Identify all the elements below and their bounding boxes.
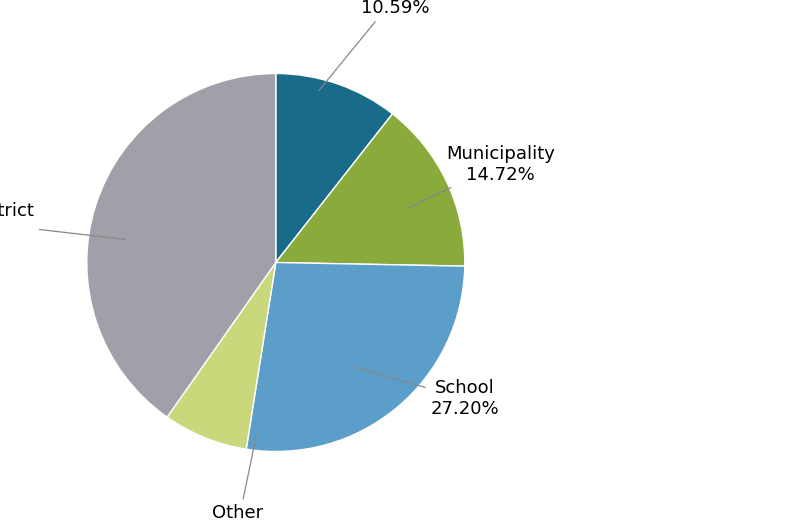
Text: County
10.59%: County 10.59% [319, 0, 429, 90]
Wedge shape [167, 262, 276, 449]
Text: School
27.20%: School 27.20% [354, 367, 500, 418]
Text: Other
7.25%: Other 7.25% [210, 435, 266, 525]
Text: Municipality
14.72%: Municipality 14.72% [407, 145, 555, 208]
Wedge shape [276, 74, 392, 262]
Text: Special District
40.25%: Special District 40.25% [0, 202, 125, 240]
Wedge shape [276, 114, 465, 266]
Wedge shape [87, 74, 276, 417]
Wedge shape [246, 262, 465, 452]
